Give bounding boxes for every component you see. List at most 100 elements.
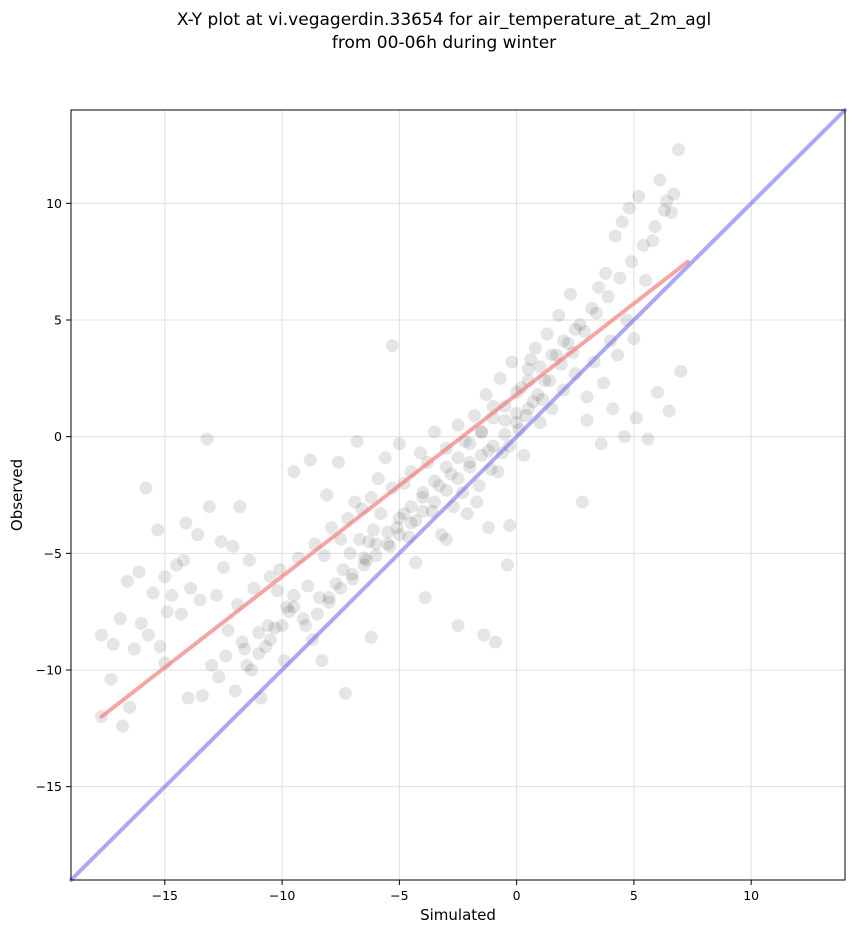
data-point xyxy=(533,360,547,374)
data-point xyxy=(489,635,503,649)
data-point xyxy=(160,605,174,619)
data-point xyxy=(296,612,310,626)
data-point xyxy=(500,558,514,572)
data-point xyxy=(535,392,549,406)
data-point xyxy=(338,686,352,700)
data-point xyxy=(463,460,477,474)
data-point xyxy=(650,385,664,399)
data-point xyxy=(578,325,592,339)
y-tick-label: 10 xyxy=(46,196,62,211)
data-point xyxy=(481,521,495,535)
data-point xyxy=(463,437,477,451)
data-point xyxy=(568,322,582,336)
data-point xyxy=(629,411,643,425)
data-point xyxy=(151,523,165,537)
data-point xyxy=(202,500,216,514)
data-point xyxy=(238,642,252,656)
data-point xyxy=(212,670,226,684)
data-point xyxy=(474,448,488,462)
data-point xyxy=(618,430,632,444)
data-point xyxy=(282,605,296,619)
data-point xyxy=(209,588,223,602)
data-point xyxy=(165,588,179,602)
data-point xyxy=(392,511,406,525)
data-point xyxy=(287,600,301,614)
data-point xyxy=(259,640,273,654)
data-point xyxy=(404,516,418,530)
data-point xyxy=(177,553,191,567)
chart-title-line2: from 00-06h during winter xyxy=(332,33,556,53)
data-point xyxy=(444,467,458,481)
data-point xyxy=(542,374,556,388)
data-point xyxy=(174,607,188,621)
data-point xyxy=(596,376,610,390)
data-point xyxy=(608,229,622,243)
data-point xyxy=(540,327,554,341)
data-point xyxy=(428,474,442,488)
data-point xyxy=(336,563,350,577)
data-point xyxy=(641,432,655,446)
data-point xyxy=(646,234,660,248)
data-point xyxy=(357,551,371,565)
data-point xyxy=(263,633,277,647)
fit-line xyxy=(99,259,690,719)
x-tick-label: −5 xyxy=(390,888,408,903)
data-point xyxy=(533,416,547,430)
data-point xyxy=(545,348,559,362)
data-point xyxy=(428,495,442,509)
data-point xyxy=(381,537,395,551)
data-point xyxy=(531,388,545,402)
data-point xyxy=(470,495,484,509)
data-point xyxy=(432,479,446,493)
data-point xyxy=(524,353,538,367)
data-point xyxy=(451,619,465,633)
data-point xyxy=(439,532,453,546)
data-point xyxy=(315,654,329,668)
data-point xyxy=(528,341,542,355)
data-point xyxy=(425,504,439,518)
data-point xyxy=(369,537,383,551)
data-point xyxy=(510,406,524,420)
data-point xyxy=(585,301,599,315)
data-point xyxy=(550,348,564,362)
data-point xyxy=(195,689,209,703)
data-point xyxy=(313,591,327,605)
data-point xyxy=(451,418,465,432)
data-point xyxy=(252,647,266,661)
data-point xyxy=(435,528,449,542)
data-point xyxy=(460,507,474,521)
data-point xyxy=(364,630,378,644)
data-point xyxy=(153,640,167,654)
data-point xyxy=(228,684,242,698)
data-point xyxy=(416,504,430,518)
data-point xyxy=(345,572,359,586)
data-point xyxy=(390,521,404,535)
plot-frame xyxy=(70,109,846,881)
data-point xyxy=(383,539,397,553)
data-point xyxy=(467,409,481,423)
data-point xyxy=(409,514,423,528)
data-point xyxy=(374,507,388,521)
x-axis-label: Simulated xyxy=(420,906,496,924)
data-point xyxy=(235,635,249,649)
data-point xyxy=(622,201,636,215)
data-point xyxy=(303,453,317,467)
y-tick-label: 0 xyxy=(54,429,62,444)
y-axis-label: Observed xyxy=(8,459,26,531)
data-point xyxy=(343,546,357,560)
data-point xyxy=(601,290,615,304)
data-point xyxy=(170,558,184,572)
x-axis-ticks: −15 −10 −5 0 5 10 xyxy=(152,880,759,903)
data-point xyxy=(141,628,155,642)
data-point xyxy=(364,490,378,504)
data-point xyxy=(252,626,266,640)
data-point xyxy=(378,451,392,465)
data-point xyxy=(589,306,603,320)
data-point xyxy=(158,570,172,584)
y-tick-label: 5 xyxy=(54,313,62,328)
data-point xyxy=(275,619,289,633)
data-point xyxy=(146,586,160,600)
data-point xyxy=(345,567,359,581)
data-point xyxy=(320,488,334,502)
